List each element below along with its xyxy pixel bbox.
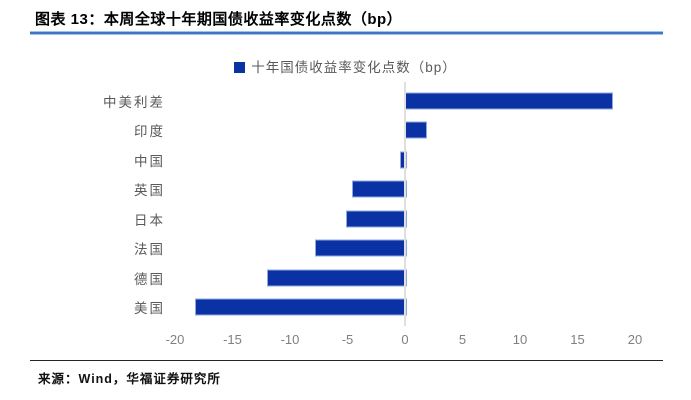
category-label: 法国 (134, 242, 165, 258)
plot-cell (175, 293, 635, 323)
footer-divider (30, 360, 663, 361)
plot-cell (175, 145, 635, 175)
plot-cell (175, 234, 635, 264)
category-label: 美国 (134, 301, 165, 317)
bar-row: 法国 (30, 234, 661, 264)
bar (315, 239, 407, 257)
category-label: 德国 (134, 271, 165, 287)
category-label: 印度 (134, 124, 165, 140)
x-tick-label: 0 (401, 332, 409, 347)
x-tick-label: 10 (512, 332, 528, 347)
category-label: 中美利差 (103, 94, 165, 110)
bar-row: 美国 (30, 293, 661, 323)
bar (405, 92, 613, 110)
bar-row: 中国 (30, 145, 661, 175)
plot-cell (175, 175, 635, 205)
x-tick-label: 5 (458, 332, 467, 347)
bar (194, 298, 407, 316)
x-tick-label: 15 (570, 332, 585, 347)
x-tick-label: 20 (627, 332, 643, 347)
bar (267, 269, 407, 287)
plot-cell (175, 263, 635, 293)
bar-row: 印度 (30, 116, 661, 146)
zero-axis-line (404, 82, 406, 326)
bar-row: 英国 (30, 175, 661, 205)
category-label: 日本 (134, 212, 165, 228)
figure-title: 图表 13：本周全球十年期国债收益率变化点数（bp） (35, 11, 403, 28)
x-tick-label: -15 (223, 332, 242, 347)
source-note: 来源：Wind，华福证券研究所 (38, 372, 221, 386)
x-tick-label: -20 (165, 332, 185, 347)
category-label: 英国 (134, 183, 165, 199)
x-axis: -20 -15 -10 -5 0 5 10 15 20 (166, 328, 643, 350)
bar-row: 中美利差 (30, 86, 661, 116)
bar-chart: 中美利差印度中国英国日本法国德国美国 -20 -15 -10 -5 0 5 10 15 20 (30, 82, 661, 350)
bar (352, 180, 407, 198)
chart-legend: 十年国债收益率变化点数（bp） (0, 56, 691, 77)
plot-cell (175, 204, 635, 234)
bar-row: 日本 (30, 204, 661, 234)
bar (405, 121, 427, 139)
legend-label: 十年国债收益率变化点数（bp） (251, 60, 457, 75)
bar (400, 151, 407, 169)
x-tick-label: -5 (341, 332, 354, 347)
bar (346, 210, 407, 228)
bar-rows: 中美利差印度中国英国日本法国德国美国 (30, 82, 661, 326)
category-label: 中国 (134, 153, 165, 169)
legend-swatch-icon (234, 62, 246, 73)
title-underline (30, 32, 663, 34)
x-tick-label: -10 (280, 332, 300, 347)
bar-row: 德国 (30, 263, 661, 293)
